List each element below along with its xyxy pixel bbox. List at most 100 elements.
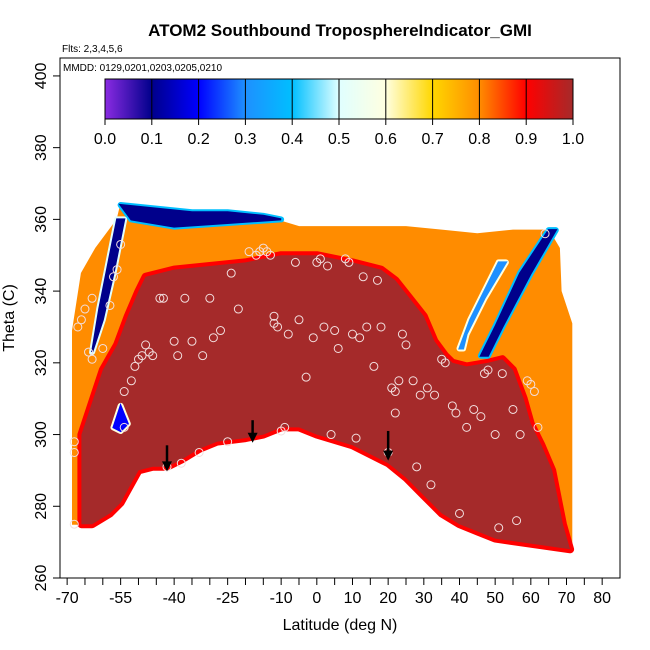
arrow-head [162,461,173,472]
y-tick-label: 300 [33,421,50,448]
sample-point [87,293,97,303]
sample-point [326,430,336,440]
sample-point [176,458,186,468]
sample-point [141,340,151,350]
sample-point [269,311,279,321]
sample-point [116,239,126,249]
sample-point [351,433,361,443]
sample-point [462,422,472,432]
sample-point [223,437,233,447]
sample-point [119,387,129,397]
colorbar-tick-label: 0.8 [468,131,490,148]
sample-point [112,265,122,275]
y-tick-label: 260 [33,565,50,592]
sample-point [515,430,525,440]
colorbar-tick-label: 0.0 [94,131,116,148]
sample-point [294,315,304,325]
sample-point [87,354,97,364]
field-band-ridge-north-b [458,261,508,350]
sample-point [208,333,218,343]
x-tick-label: -10 [270,590,293,607]
sample-point [69,519,79,529]
sample-point [412,462,422,472]
sample-point [244,247,254,257]
sample-point [169,336,179,346]
sample-point [490,430,500,440]
plot-frame [59,57,621,579]
sample-point [194,447,204,457]
sample-point [76,315,86,325]
colorbar-ticks: 0.0 0.1 0.2 0.3 0.4 0.5 0.6 0.7 0.8 0.9 1.0 [94,79,584,148]
sample-point [226,268,236,278]
sample-point [180,293,190,303]
sample-point [109,272,119,282]
field-core [81,255,571,550]
sample-point [512,516,522,526]
x-tick-label: -55 [109,590,132,607]
sample-point [283,329,293,339]
sample-point [372,275,382,285]
sample-point [265,250,275,260]
sample-point [426,480,436,490]
colorbar-tick-label: 0.6 [375,131,397,148]
colorbar-tick-label: 0.2 [187,131,209,148]
sample-point [216,326,226,336]
x-tick-label: -40 [163,590,186,607]
arrow-head [383,450,394,461]
x-tick-label: 60 [522,590,540,607]
arrow-head [247,432,258,443]
sample-point [447,401,457,411]
sample-point [397,329,407,339]
y-axis-label: Theta (C) [1,284,18,352]
y-tick-label: 280 [33,493,50,520]
colorbar-tick-label: 0.7 [421,131,443,148]
dates-label: MMDD: 0129,0201,0203,0205,0210 [63,63,222,74]
sample-point [280,422,290,432]
colorbar-tick-label: 0.4 [281,131,303,148]
x-tick-label: -70 [56,590,79,607]
sample-point [155,293,165,303]
sample-point [369,361,379,371]
x-tick-label: 40 [451,590,469,607]
sample-point [497,369,507,379]
tropopause-arrows [162,420,394,472]
y-tick-label: 400 [33,62,50,89]
sample-point [330,326,340,336]
field-band-pocket-south [112,402,129,433]
x-tick-label: 30 [415,590,433,607]
sample-point [319,322,329,332]
x-tick-label: 0 [312,590,321,607]
sample-point [173,351,183,361]
colorbar-tick-label: 0.9 [515,131,537,148]
sample-point [347,329,357,339]
sample-point [540,229,550,239]
plot-area [69,202,575,554]
sample-point [483,365,493,375]
x-tick-label: 80 [593,590,611,607]
sample-point [494,523,504,533]
sample-point [137,351,147,361]
sample-point [148,351,158,361]
field-band-upper-rim [118,203,282,228]
colorbar: 0.0 0.1 0.2 0.3 0.4 0.5 0.6 0.7 0.8 0.9 1.0 [94,78,584,148]
sample-point [454,508,464,518]
x-tick-label: 10 [344,590,362,607]
field-band-ridge-north-a [479,229,558,357]
sample-point [205,293,215,303]
indicator-field [72,202,575,554]
sample-point [69,437,79,447]
sample-point [430,390,440,400]
field-band-ridge-south [91,218,126,353]
sample-point [422,383,432,393]
sample-point [233,304,243,314]
x-tick-label: -25 [216,590,239,607]
sample-point [80,304,90,314]
sample-point [401,340,411,350]
sample-point [344,257,354,267]
sample-point [526,379,536,389]
sample-points [69,229,550,533]
sample-point [308,333,318,343]
sample-point [355,333,365,343]
sample-point [198,351,208,361]
